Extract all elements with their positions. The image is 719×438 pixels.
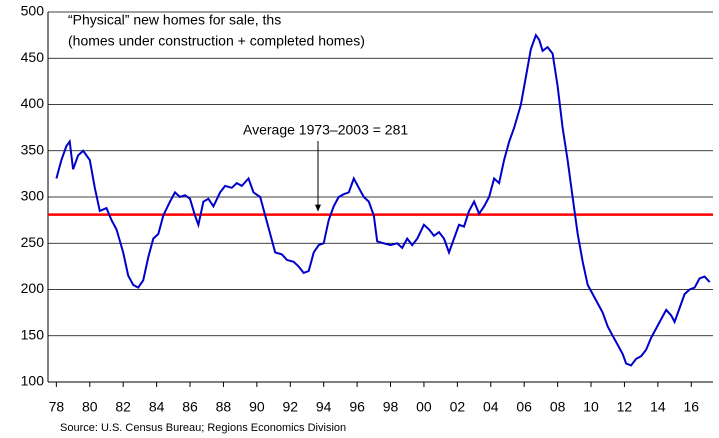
x-tick-label: 90 xyxy=(249,399,265,415)
x-tick-label: 78 xyxy=(49,399,65,415)
x-tick-label: 10 xyxy=(583,399,599,415)
y-tick-label: 300 xyxy=(21,188,45,204)
x-tick-label: 94 xyxy=(316,399,332,415)
x-tick-label: 08 xyxy=(550,399,566,415)
y-tick-label: 400 xyxy=(21,95,45,111)
y-tick-label: 100 xyxy=(21,373,45,389)
arrow-head xyxy=(315,204,321,212)
source: Source: U.S. Census Bureau; Regions Econ… xyxy=(60,422,346,434)
x-tick-label: 86 xyxy=(182,399,198,415)
chart-title: “Physical” new homes for sale, ths xyxy=(68,12,281,28)
x-tick-label: 02 xyxy=(450,399,466,415)
x-tick-label: 06 xyxy=(516,399,532,415)
y-tick-label: 200 xyxy=(21,280,45,296)
x-tick-label: 16 xyxy=(683,399,699,415)
y-tick-label: 350 xyxy=(21,141,45,157)
line-series xyxy=(55,32,711,367)
x-tick-label: 96 xyxy=(349,399,365,415)
annotation: Average 1973–2003 = 281 xyxy=(243,122,408,138)
y-tick-label: 150 xyxy=(21,326,45,342)
x-tick-label: 80 xyxy=(82,399,98,415)
x-tick-label: 84 xyxy=(149,399,165,415)
y-tick-label: 450 xyxy=(21,49,45,65)
chart-subtitle: (homes under construction + completed ho… xyxy=(68,33,365,49)
x-tick-label: 82 xyxy=(115,399,131,415)
x-tick-label: 14 xyxy=(650,399,666,415)
x-tick-label: 12 xyxy=(617,399,633,415)
x-tick-label: 00 xyxy=(416,399,432,415)
y-tick-label: 250 xyxy=(21,234,45,250)
x-tick-label: 92 xyxy=(282,399,298,415)
x-tick-label: 98 xyxy=(383,399,399,415)
y-tick-label: 500 xyxy=(21,3,45,19)
x-tick-label: 88 xyxy=(216,399,232,415)
x-tick-label: 04 xyxy=(483,399,499,415)
